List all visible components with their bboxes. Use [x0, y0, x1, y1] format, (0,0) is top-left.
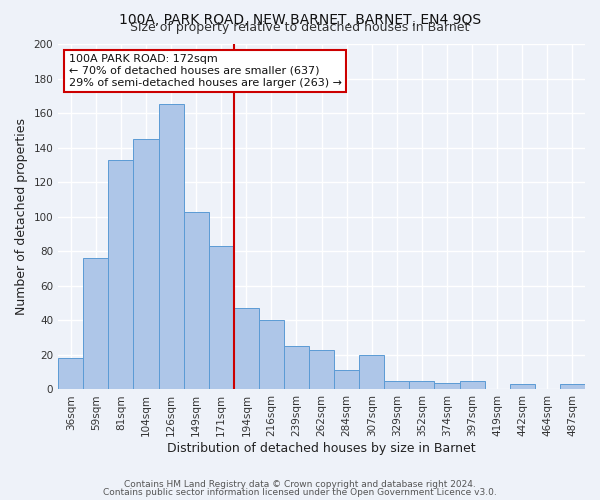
Bar — [234, 308, 259, 390]
Bar — [284, 346, 309, 390]
Bar — [133, 139, 158, 390]
Bar — [460, 381, 485, 390]
Bar — [309, 350, 334, 390]
Bar — [385, 381, 409, 390]
Bar — [209, 246, 234, 390]
Bar — [510, 384, 535, 390]
Text: 100A, PARK ROAD, NEW BARNET, BARNET, EN4 9QS: 100A, PARK ROAD, NEW BARNET, BARNET, EN4… — [119, 12, 481, 26]
Bar — [434, 382, 460, 390]
X-axis label: Distribution of detached houses by size in Barnet: Distribution of detached houses by size … — [167, 442, 476, 455]
Bar — [359, 355, 385, 390]
Bar — [560, 384, 585, 390]
Text: Size of property relative to detached houses in Barnet: Size of property relative to detached ho… — [130, 22, 470, 35]
Bar — [109, 160, 133, 390]
Bar — [334, 370, 359, 390]
Bar — [184, 212, 209, 390]
Text: Contains public sector information licensed under the Open Government Licence v3: Contains public sector information licen… — [103, 488, 497, 497]
Bar — [409, 381, 434, 390]
Text: 100A PARK ROAD: 172sqm
← 70% of detached houses are smaller (637)
29% of semi-de: 100A PARK ROAD: 172sqm ← 70% of detached… — [69, 54, 342, 88]
Text: Contains HM Land Registry data © Crown copyright and database right 2024.: Contains HM Land Registry data © Crown c… — [124, 480, 476, 489]
Bar — [158, 104, 184, 390]
Y-axis label: Number of detached properties: Number of detached properties — [15, 118, 28, 315]
Bar — [259, 320, 284, 390]
Bar — [58, 358, 83, 390]
Bar — [83, 258, 109, 390]
